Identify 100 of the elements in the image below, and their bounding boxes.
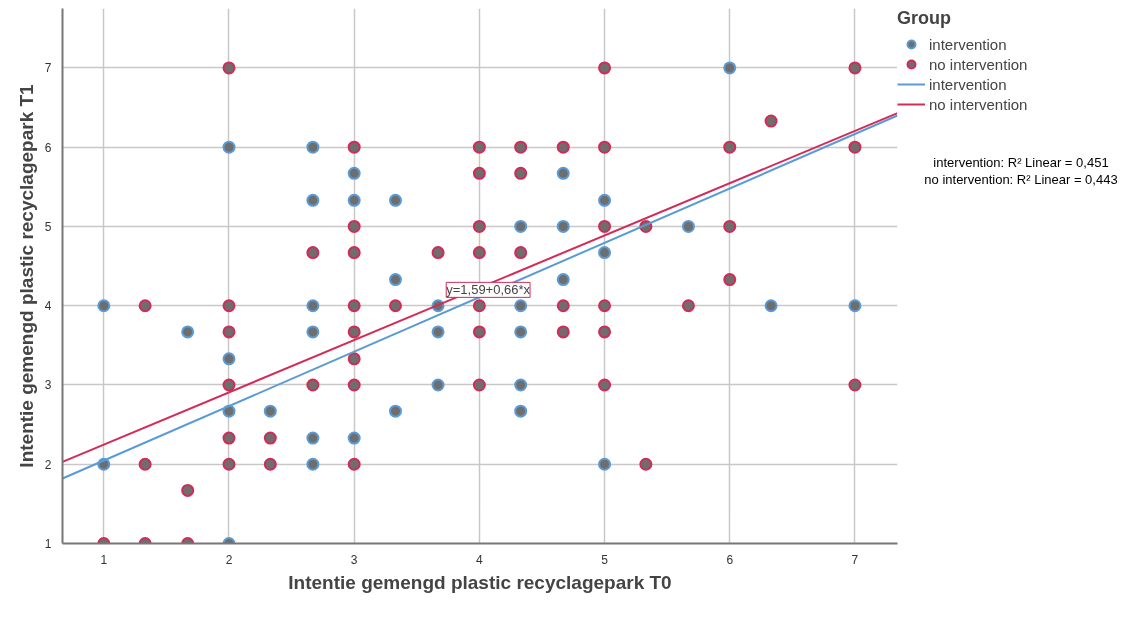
point [598, 61, 612, 75]
point [263, 431, 277, 445]
y-tick-label: 5 [44, 219, 52, 234]
x-tick-label: 6 [726, 552, 734, 567]
point [306, 457, 320, 471]
point [431, 325, 445, 339]
point [347, 166, 361, 180]
point [764, 299, 778, 313]
point [306, 325, 320, 339]
y-tick-label: 6 [44, 140, 52, 155]
point [222, 431, 236, 445]
point [598, 219, 612, 233]
legend-label: no intervention [929, 55, 1028, 73]
text: intervention: R² Linear = 0,451 [933, 155, 1109, 170]
point [181, 325, 195, 339]
x-axis-title: Intentie gemengd plastic recyclagepark T0 [288, 571, 672, 593]
point [347, 431, 361, 445]
point [723, 61, 737, 75]
point [347, 140, 361, 154]
point [472, 219, 486, 233]
x-tick-label: 1 [100, 552, 108, 567]
point [263, 404, 277, 418]
point [598, 193, 612, 207]
point [472, 140, 486, 154]
point [848, 140, 862, 154]
point [556, 325, 570, 339]
point [472, 299, 486, 313]
point [306, 299, 320, 313]
point [514, 299, 528, 313]
point [138, 457, 152, 471]
y-tick-label: 3 [44, 378, 52, 393]
point [431, 378, 445, 392]
x-tick-label: 4 [476, 552, 484, 567]
point [514, 404, 528, 418]
point [556, 166, 570, 180]
point [347, 352, 361, 366]
point [306, 246, 320, 260]
point [347, 325, 361, 339]
point [472, 246, 486, 260]
legend-label: intervention [929, 75, 1007, 93]
point [347, 299, 361, 313]
point [222, 61, 236, 75]
point [598, 325, 612, 339]
point [514, 219, 528, 233]
point [723, 219, 737, 233]
text: no intervention: R² Linear = 0,443 [924, 172, 1118, 187]
point [472, 378, 486, 392]
point [556, 273, 570, 287]
legend-label: intervention [929, 35, 1007, 53]
x-tick-label: 2 [225, 552, 233, 567]
y-tick-label: 1 [44, 537, 52, 551]
point [389, 404, 402, 418]
y-tick-label: 7 [44, 61, 52, 76]
point [598, 378, 612, 392]
x-tick-label: 5 [601, 552, 609, 567]
point [556, 219, 570, 233]
point [347, 378, 361, 392]
point [306, 431, 320, 445]
point [848, 378, 862, 392]
point [347, 193, 361, 207]
point [347, 219, 361, 233]
point [97, 299, 111, 313]
point [723, 273, 737, 287]
point [598, 299, 612, 313]
y-axis-title: Intentie gemengd plastic recyclagepark T1 [15, 83, 37, 468]
legend-title: Group [897, 8, 952, 29]
point [222, 299, 236, 313]
x-tick-label: 3 [350, 552, 358, 567]
point [681, 219, 695, 233]
point [639, 457, 653, 471]
point [306, 140, 320, 154]
point [514, 378, 528, 392]
point [848, 61, 862, 75]
point [222, 378, 236, 392]
point [347, 246, 361, 260]
point [764, 114, 778, 128]
point [138, 299, 152, 313]
point [222, 352, 236, 366]
point [306, 193, 320, 207]
legend-label: no intervention [929, 95, 1028, 113]
point [598, 140, 612, 154]
point [514, 140, 528, 154]
point [681, 299, 695, 313]
point [389, 299, 402, 313]
point [347, 457, 361, 471]
y-tick-label: 2 [44, 457, 52, 472]
point [723, 140, 737, 154]
point [598, 246, 612, 260]
point [222, 457, 236, 471]
point [556, 140, 570, 154]
point [472, 166, 486, 180]
point [514, 166, 528, 180]
point [222, 140, 236, 154]
point [306, 378, 320, 392]
point [514, 246, 528, 260]
x-tick-label: 7 [851, 552, 859, 567]
point [556, 299, 570, 313]
y-tick-label: 4 [44, 299, 52, 314]
point [263, 457, 277, 471]
point [222, 325, 236, 339]
